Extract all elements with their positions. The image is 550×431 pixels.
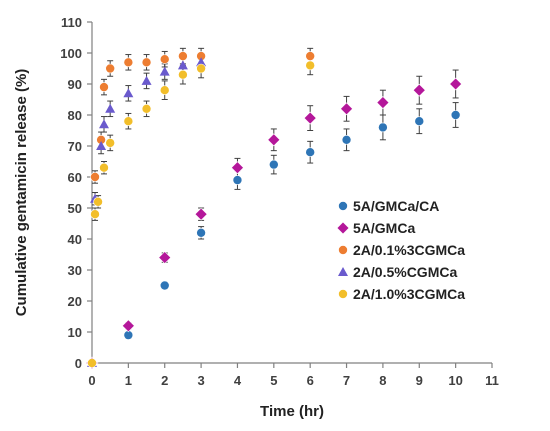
data-point-5a-gmca-ca bbox=[450, 110, 461, 120]
data-point-5a-gmca bbox=[340, 102, 353, 116]
y-tick-label: 60 bbox=[68, 170, 82, 185]
data-point-2a-0-5-cgmca bbox=[99, 119, 109, 129]
data-point-2a-1-0-3cgmca bbox=[123, 116, 134, 126]
x-tick-label: 11 bbox=[485, 373, 499, 388]
series-2a-0-1-3cgmca bbox=[87, 51, 315, 368]
data-point-2a-0-1-3cgmca bbox=[159, 54, 170, 65]
data-point-2a-1-0-3cgmca bbox=[305, 60, 315, 71]
x-tick-label: 10 bbox=[448, 373, 462, 388]
x-ticks: 0 1 2 3 4 5 6 7 8 9 10 11 bbox=[88, 363, 499, 388]
x-tick-label: 7 bbox=[343, 373, 350, 388]
legend: 5A/GMCa/CA 5A/GMCa 2A/0.1%3CGMCa 2A/0.5%CGM… bbox=[336, 198, 465, 302]
y-tick-label: 40 bbox=[68, 232, 82, 247]
data-point-5a-gmca-ca bbox=[378, 122, 388, 133]
data-point-2a-0-1-3cgmca bbox=[305, 51, 315, 61]
data-point-5a-gmca-ca bbox=[196, 228, 206, 238]
x-tick-label: 8 bbox=[379, 373, 386, 388]
y-tick-label: 80 bbox=[68, 108, 82, 123]
legend-item-5a-gmca: 5A/GMCa bbox=[336, 220, 415, 236]
legend-marker bbox=[336, 221, 350, 235]
y-ticks: 0 10 20 30 40 50 60 70 80 90 100 110 bbox=[60, 15, 92, 371]
legend-label: 2A/1.0%3CGMCa bbox=[353, 286, 465, 302]
data-point-2a-0-5-cgmca bbox=[196, 57, 207, 67]
legend-label: 5A/GMCa/CA bbox=[353, 198, 439, 214]
y-tick-label: 100 bbox=[60, 46, 82, 61]
legend-item-2a-0-1-3cgmca: 2A/0.1%3CGMCa bbox=[338, 242, 465, 258]
data-point-2a-0-1-3cgmca bbox=[123, 57, 134, 68]
y-tick-label: 50 bbox=[68, 201, 82, 216]
legend-label: 2A/0.1%3CGMCa bbox=[353, 242, 465, 258]
y-tick-label: 110 bbox=[61, 15, 82, 30]
data-point-2a-0-1-3cgmca bbox=[141, 57, 152, 68]
data-point-5a-gmca bbox=[158, 251, 172, 265]
legend-label: 2A/0.5%CGMCa bbox=[353, 264, 457, 280]
data-point-2a-1-0-3cgmca bbox=[90, 209, 100, 219]
x-tick-label: 5 bbox=[270, 373, 277, 388]
data-point-2a-0-1-3cgmca bbox=[90, 172, 100, 182]
data-point-2a-0-1-3cgmca bbox=[99, 82, 109, 92]
data-point-2a-1-0-3cgmca bbox=[196, 63, 206, 74]
legend-item-5a-gmca-ca: 5A/GMCa/CA bbox=[338, 198, 439, 214]
data-point-5a-gmca-ca bbox=[232, 175, 243, 185]
data-point-2a-0-5-cgmca bbox=[105, 103, 116, 113]
data-points bbox=[85, 51, 463, 370]
axes bbox=[91, 22, 492, 364]
data-point-2a-0-5-cgmca bbox=[123, 88, 134, 98]
data-point-2a-0-5-cgmca bbox=[96, 141, 107, 150]
x-tick-label: 1 bbox=[125, 373, 132, 388]
x-tick-label: 0 bbox=[88, 373, 95, 388]
legend-item-2a-1-0-3cgmca: 2A/1.0%3CGMCa bbox=[338, 286, 465, 302]
data-point-5a-gmca bbox=[376, 96, 390, 110]
x-tick-label: 4 bbox=[234, 373, 242, 388]
y-tick-label: 10 bbox=[68, 325, 82, 340]
legend-marker bbox=[338, 201, 348, 211]
y-tick-label: 90 bbox=[68, 77, 82, 92]
x-tick-label: 9 bbox=[416, 373, 423, 388]
data-point-5a-gmca bbox=[194, 207, 208, 221]
data-point-5a-gmca bbox=[267, 133, 281, 147]
data-point-5a-gmca-ca bbox=[341, 135, 352, 145]
data-point-2a-1-0-3cgmca bbox=[141, 104, 152, 114]
data-point-5a-gmca-ca bbox=[269, 159, 279, 170]
data-point-5a-gmca bbox=[121, 319, 135, 333]
data-point-2a-1-0-3cgmca bbox=[87, 358, 97, 368]
y-tick-label: 30 bbox=[68, 263, 82, 278]
y-axis-title: Cumulative gentamicin release (%) bbox=[13, 69, 30, 317]
data-point-2a-0-5-cgmca bbox=[177, 60, 188, 70]
data-point-5a-gmca bbox=[449, 77, 463, 91]
y-tick-label: 0 bbox=[75, 356, 82, 371]
data-point-2a-1-0-3cgmca bbox=[178, 69, 188, 80]
series-2a-1-0-3cgmca bbox=[87, 60, 315, 368]
x-axis-title: Time (hr) bbox=[260, 403, 324, 420]
data-point-5a-gmca bbox=[231, 161, 244, 175]
legend-marker bbox=[338, 289, 348, 299]
data-point-2a-0-5-cgmca bbox=[159, 66, 170, 76]
data-point-2a-0-5-cgmca bbox=[141, 75, 152, 85]
data-point-5a-gmca-ca bbox=[305, 147, 315, 157]
data-point-2a-1-0-3cgmca bbox=[159, 85, 170, 95]
y-tick-label: 20 bbox=[68, 294, 82, 309]
x-tick-label: 3 bbox=[197, 373, 204, 388]
x-tick-label: 6 bbox=[307, 373, 314, 388]
legend-marker bbox=[338, 245, 348, 255]
data-point-2a-1-0-3cgmca bbox=[105, 138, 115, 148]
data-point-2a-0-1-3cgmca bbox=[178, 51, 188, 61]
y-tick-label: 70 bbox=[68, 139, 82, 154]
legend-item-2a-0-5-cgmca: 2A/0.5%CGMCa bbox=[338, 264, 457, 280]
data-point-2a-1-0-3cgmca bbox=[93, 197, 103, 207]
data-point-5a-gmca bbox=[412, 83, 426, 97]
data-point-5a-gmca-ca bbox=[414, 116, 425, 126]
x-tick-label: 2 bbox=[161, 373, 168, 388]
legend-label: 5A/GMCa bbox=[353, 220, 415, 236]
series-5a-gmca bbox=[85, 77, 463, 370]
data-point-2a-1-0-3cgmca bbox=[99, 162, 109, 173]
data-point-2a-0-1-3cgmca bbox=[105, 63, 115, 74]
data-point-5a-gmca-ca bbox=[159, 280, 170, 291]
legend-marker bbox=[338, 267, 348, 276]
data-point-5a-gmca bbox=[303, 111, 317, 125]
